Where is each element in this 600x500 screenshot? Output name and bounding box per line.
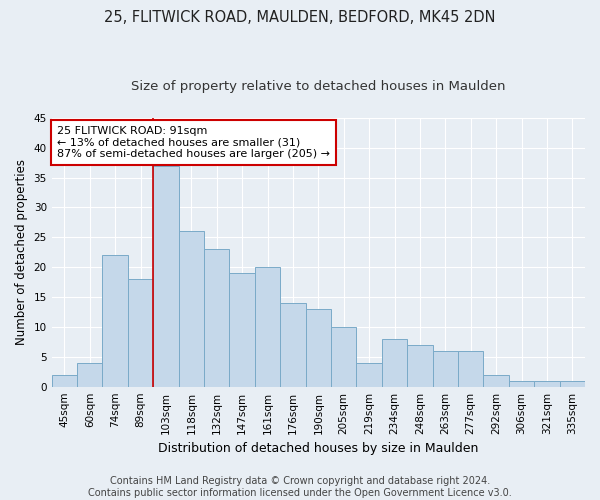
Bar	[407, 345, 433, 387]
Bar	[534, 380, 560, 386]
Bar	[382, 339, 407, 386]
X-axis label: Distribution of detached houses by size in Maulden: Distribution of detached houses by size …	[158, 442, 479, 455]
Bar	[331, 327, 356, 386]
Text: Contains HM Land Registry data © Crown copyright and database right 2024.
Contai: Contains HM Land Registry data © Crown c…	[88, 476, 512, 498]
Bar	[77, 363, 103, 386]
Text: 25 FLITWICK ROAD: 91sqm
← 13% of detached houses are smaller (31)
87% of semi-de: 25 FLITWICK ROAD: 91sqm ← 13% of detache…	[57, 126, 330, 159]
Bar	[433, 351, 458, 386]
Bar	[103, 255, 128, 386]
Bar	[179, 232, 204, 386]
Bar	[52, 374, 77, 386]
Bar	[356, 363, 382, 386]
Bar	[280, 303, 305, 386]
Bar	[509, 380, 534, 386]
Bar	[204, 249, 229, 386]
Bar	[305, 309, 331, 386]
Bar	[255, 267, 280, 386]
Bar	[153, 166, 179, 386]
Text: 25, FLITWICK ROAD, MAULDEN, BEDFORD, MK45 2DN: 25, FLITWICK ROAD, MAULDEN, BEDFORD, MK4…	[104, 10, 496, 25]
Title: Size of property relative to detached houses in Maulden: Size of property relative to detached ho…	[131, 80, 506, 93]
Bar	[458, 351, 484, 386]
Bar	[484, 374, 509, 386]
Bar	[128, 279, 153, 386]
Bar	[560, 380, 585, 386]
Bar	[229, 273, 255, 386]
Y-axis label: Number of detached properties: Number of detached properties	[15, 159, 28, 345]
